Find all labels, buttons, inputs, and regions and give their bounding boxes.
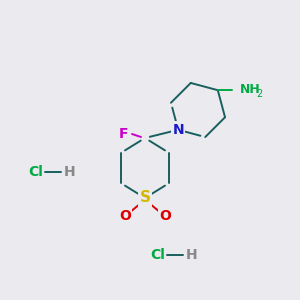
Text: O: O — [119, 209, 131, 223]
Text: Cl: Cl — [150, 248, 165, 262]
Text: O: O — [159, 209, 171, 223]
Text: H: H — [64, 165, 76, 179]
Text: F: F — [119, 127, 129, 141]
Text: Cl: Cl — [28, 165, 43, 179]
Text: H: H — [186, 248, 198, 262]
Text: NH: NH — [240, 83, 260, 96]
Text: 2: 2 — [256, 89, 262, 99]
Text: N: N — [172, 123, 184, 137]
Text: S: S — [140, 190, 151, 206]
